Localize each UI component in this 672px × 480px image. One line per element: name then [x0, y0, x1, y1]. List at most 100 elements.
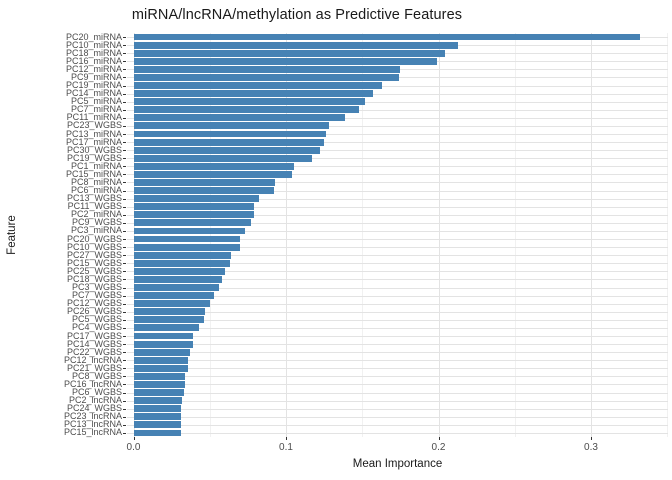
y-tick-mark: [123, 287, 126, 289]
y-tick-mark: [123, 190, 126, 192]
y-tick-mark: [123, 69, 126, 71]
y-tick-mark: [123, 319, 126, 321]
gridline-row: [127, 400, 668, 402]
gridline-row: [127, 432, 668, 434]
y-tick-label: PC3_WGBS: [71, 282, 122, 293]
y-tick-label: PC23_lncRNA: [63, 411, 122, 422]
y-tick-mark: [123, 61, 126, 63]
bar: [133, 413, 181, 421]
y-tick-label: PC17_WGBS: [66, 330, 122, 341]
gridline-row: [127, 230, 668, 232]
plot-panel: [127, 33, 669, 437]
y-tick-mark: [123, 263, 126, 265]
bar: [133, 259, 230, 267]
gridline-major: [133, 33, 135, 437]
y-tick-mark: [123, 416, 126, 418]
bar: [133, 267, 225, 275]
y-tick-label: PC30_WGBS: [66, 144, 122, 155]
y-tick-label: PC20_WGBS: [66, 233, 122, 244]
bar: [133, 397, 183, 405]
gridline-row: [127, 150, 668, 152]
y-tick-label: PC19_WGBS: [66, 152, 122, 163]
bar: [133, 65, 401, 73]
y-tick-label: PC9_WGBS: [71, 217, 122, 228]
y-tick-mark: [123, 214, 126, 216]
bar: [133, 429, 181, 437]
gridline-row: [127, 336, 668, 337]
gridline-minor: [362, 33, 364, 437]
y-tick-label: PC22_WGBS: [66, 346, 122, 357]
y-tick-label: PC17_miRNA: [65, 136, 122, 147]
y-tick-label: PC2_miRNA: [70, 209, 122, 220]
bar: [133, 114, 346, 122]
y-tick-label: PC8_WGBS: [71, 370, 122, 381]
bar: [133, 90, 373, 98]
gridline-row: [127, 85, 668, 87]
bar: [133, 57, 437, 65]
y-tick-label: PC2_lncRNA: [68, 395, 122, 406]
gridline-row: [127, 287, 668, 289]
bar: [133, 372, 186, 380]
bar: [133, 348, 190, 356]
y-tick-label: PC6_WGBS: [71, 387, 122, 398]
y-axis-ticks: [123, 33, 126, 437]
y-tick-label: PC13_lncRNA: [63, 419, 122, 430]
y-tick-mark: [123, 101, 126, 103]
bar: [133, 138, 325, 146]
y-tick-label: PC10_miRNA: [65, 39, 122, 50]
y-tick-mark: [123, 150, 126, 152]
y-tick-mark: [123, 336, 126, 337]
y-tick-label: PC27_WGBS: [66, 249, 122, 260]
gridline-row: [127, 239, 668, 241]
bar: [133, 106, 360, 114]
y-tick-mark: [123, 247, 126, 249]
bar: [133, 49, 445, 57]
y-tick-mark: [123, 109, 126, 111]
x-tick-label: 0.1: [279, 442, 293, 453]
gridline-major: [591, 33, 592, 437]
y-tick-mark: [123, 303, 126, 305]
x-tick-mark: [286, 437, 287, 440]
y-tick-mark: [123, 432, 126, 434]
y-tick-label: PC11_miRNA: [66, 112, 122, 123]
gridline-row: [127, 247, 668, 249]
bar: [133, 162, 294, 170]
y-tick-mark: [123, 134, 126, 135]
bar: [133, 300, 210, 308]
gridline-row: [127, 109, 668, 111]
y-tick-mark: [123, 295, 126, 297]
bar: [133, 340, 193, 348]
gridline-row: [127, 125, 668, 127]
bar: [133, 187, 274, 194]
bar: [133, 421, 181, 429]
gridline-row: [127, 182, 668, 184]
x-tick-label: 0.0: [126, 442, 141, 453]
y-tick-mark: [123, 230, 126, 232]
y-tick-label: PC7_WGBS: [71, 290, 122, 301]
gridline-row: [127, 93, 668, 95]
gridline-row: [127, 142, 668, 144]
y-tick-label: PC14_miRNA: [65, 88, 122, 99]
y-tick-label: PC9_miRNA: [70, 71, 122, 82]
x-tick-label: 0.2: [431, 442, 446, 453]
bar: [133, 389, 184, 396]
gridline-row: [127, 263, 668, 265]
y-tick-mark: [123, 376, 126, 378]
bar: [133, 235, 241, 243]
gridline-row: [127, 352, 668, 354]
gridline-row: [127, 424, 668, 426]
y-tick-mark: [123, 360, 126, 362]
y-tick-mark: [123, 384, 126, 386]
y-tick-label: PC8_miRNA: [70, 176, 122, 187]
bar: [133, 130, 326, 138]
y-tick-mark: [123, 182, 126, 184]
bar: [133, 316, 204, 324]
gridline-row: [127, 206, 668, 208]
gridline-row: [127, 158, 668, 160]
y-tick-mark: [123, 117, 126, 119]
y-tick-label: PC24_WGBS: [66, 403, 122, 414]
y-tick-label: PC6_miRNA: [70, 185, 122, 196]
x-tick-mark: [591, 437, 592, 440]
y-tick-label: PC5_WGBS: [71, 314, 122, 325]
